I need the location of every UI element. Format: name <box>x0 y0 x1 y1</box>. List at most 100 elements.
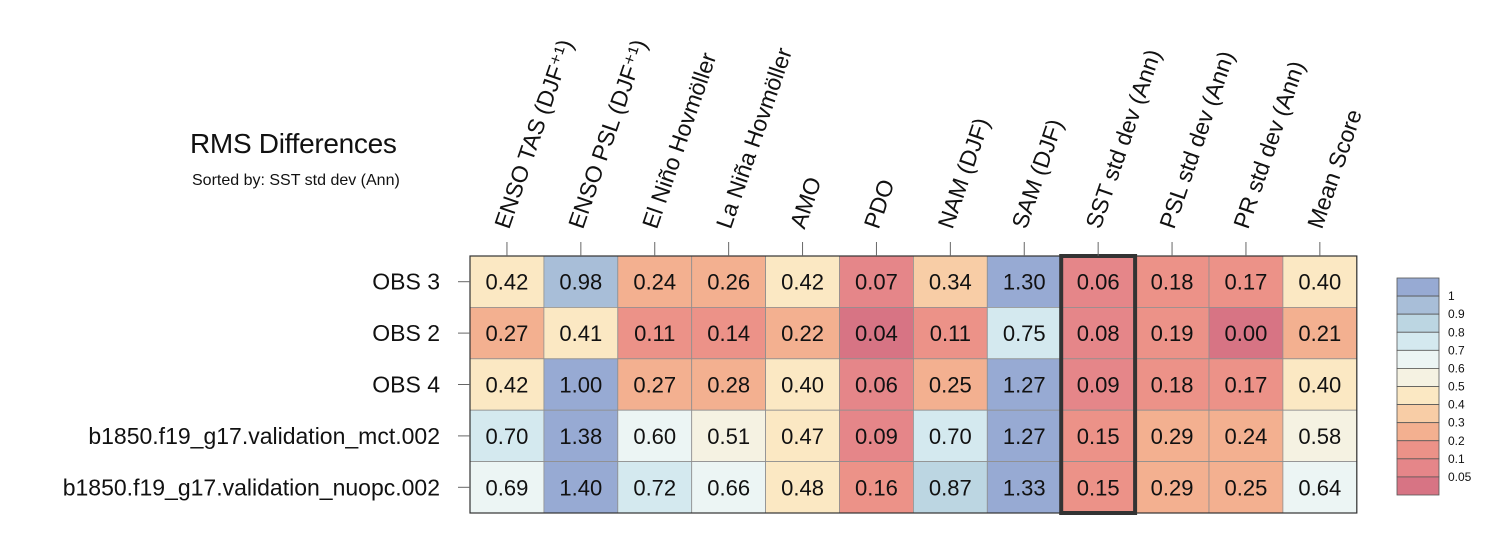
column-label: PR std dev (Ann) <box>1228 58 1310 232</box>
heatmap-cell <box>1060 255 1136 308</box>
cell-value-label: 0.26 <box>707 270 750 295</box>
row-label: b1850.f19_g17.validation_nuopc.002 <box>63 474 440 500</box>
heatmap-cell <box>765 306 840 360</box>
cell-value-label: 0.72 <box>633 475 676 500</box>
cell-value-label: 0.24 <box>633 270 676 295</box>
colorbar-tick-label: 0.3 <box>1448 416 1465 430</box>
cell-value-label: 0.04 <box>855 321 898 346</box>
colorbar-swatch <box>1396 458 1440 478</box>
heatmap-cell <box>617 306 693 360</box>
heatmap-cell <box>1282 306 1358 360</box>
cell-value-label: 0.70 <box>486 424 529 449</box>
cell-value-label: 0.66 <box>707 475 750 500</box>
heatmap-cell <box>913 358 988 411</box>
heatmap-cell <box>691 306 767 360</box>
heatmap-cell <box>913 255 988 308</box>
heatmap-cell <box>1134 409 1210 463</box>
colorbar-swatch <box>1396 349 1440 369</box>
cell-value-label: 0.42 <box>486 373 529 398</box>
cell-value-label: 0.34 <box>929 270 972 295</box>
row-label: OBS 4 <box>372 372 440 398</box>
cell-value-label: 0.40 <box>781 373 824 398</box>
heatmap-cell <box>1208 358 1284 411</box>
heatmap-cell <box>1282 409 1358 463</box>
heatmap-cell <box>839 461 914 514</box>
heatmap-cell <box>986 306 1062 360</box>
cell-value-label: 0.27 <box>633 373 676 398</box>
heatmap-cell <box>839 306 914 360</box>
cell-value-label: 0.48 <box>781 475 824 500</box>
cell-value-label: 0.64 <box>1298 475 1341 500</box>
heatmap-cell <box>617 358 693 411</box>
cell-value-label: 0.25 <box>929 373 972 398</box>
heatmap-cell <box>691 358 767 411</box>
cell-value-label: 1.30 <box>1003 270 1046 295</box>
column-label: PDO <box>859 176 900 232</box>
cell-value-label: 0.18 <box>1151 373 1194 398</box>
column-label: ENSO PSL (DJF⁺¹) <box>563 36 652 232</box>
cell-value-label: 0.75 <box>1003 321 1046 346</box>
cell-value-label: 0.21 <box>1298 321 1341 346</box>
cell-value-label: 0.28 <box>707 373 750 398</box>
chart-subtitle: Sorted by: SST std dev (Ann) <box>192 172 400 189</box>
colorbar-tick-label: 0.1 <box>1448 452 1465 466</box>
cell-value-label: 1.38 <box>559 424 602 449</box>
cell-value-label: 0.58 <box>1298 424 1341 449</box>
cell-value-label: 0.40 <box>1298 373 1341 398</box>
cell-value-label: 1.00 <box>559 373 602 398</box>
row-label: OBS 3 <box>372 269 440 295</box>
heatmap-cell <box>765 358 840 411</box>
column-label: SST std dev (Ann) <box>1080 46 1166 232</box>
cell-value-label: 1.33 <box>1003 475 1046 500</box>
cell-value-label: 0.09 <box>855 424 898 449</box>
colorbar-tick-label: 0.6 <box>1448 361 1465 375</box>
cell-value-label: 0.11 <box>930 321 971 346</box>
heatmap-cell <box>1282 461 1358 514</box>
cell-value-label: 0.22 <box>781 321 824 346</box>
cell-value-label: 1.27 <box>1003 373 1046 398</box>
cell-value-label: 0.14 <box>707 321 750 346</box>
colorbar-swatch <box>1396 277 1440 297</box>
cell-value-label: 0.27 <box>486 321 529 346</box>
column-label: NAM (DJF) <box>932 114 994 231</box>
colorbar-swatch <box>1396 386 1440 405</box>
cell-value-label: 0.17 <box>1225 270 1268 295</box>
cell-value-label: 0.17 <box>1225 373 1268 398</box>
column-label: SAM (DJF) <box>1006 116 1068 232</box>
cell-value-label: 0.51 <box>707 424 750 449</box>
heatmap-cell <box>543 306 619 360</box>
heatmap-cell <box>1208 306 1284 360</box>
cell-value-label: 0.42 <box>486 270 529 295</box>
cell-value-label: 0.18 <box>1151 270 1194 295</box>
cell-value-label: 0.70 <box>929 424 972 449</box>
colorbar-tick-label: 0.9 <box>1448 307 1465 321</box>
cell-value-label: 0.00 <box>1225 321 1268 346</box>
cell-value-label: 0.69 <box>486 475 529 500</box>
colorbar-swatch <box>1396 368 1440 387</box>
heatmap-cell <box>986 358 1062 411</box>
column-label: La Niña Hovmöller <box>711 44 797 232</box>
heatmap-cell <box>986 461 1062 514</box>
cell-value-label: 0.11 <box>634 321 675 346</box>
heatmap-cell <box>1208 461 1284 514</box>
colorbar-swatch <box>1396 422 1440 442</box>
column-label: El Niño Hovmöller <box>637 49 722 232</box>
cell-value-label: 0.24 <box>1225 424 1268 449</box>
heatmap-cell <box>1060 358 1136 411</box>
cell-value-label: 0.09 <box>1077 373 1120 398</box>
heatmap-cell <box>617 461 693 514</box>
heatmap-cell <box>1134 461 1210 514</box>
row-label: b1850.f19_g17.validation_mct.002 <box>88 423 440 449</box>
chart-title: RMS Differences <box>190 128 397 159</box>
cell-value-label: 1.40 <box>559 475 602 500</box>
colorbar-swatch <box>1396 404 1440 424</box>
cell-value-label: 0.16 <box>855 475 898 500</box>
cell-value-label: 0.87 <box>929 475 972 500</box>
heatmap-cell <box>469 255 545 308</box>
cell-value-label: 0.42 <box>781 270 824 295</box>
heatmap-cell <box>1134 306 1210 360</box>
cell-value-label: 0.08 <box>1077 321 1120 346</box>
cell-value-label: 0.06 <box>855 373 898 398</box>
cell-value-label: 0.29 <box>1151 424 1194 449</box>
